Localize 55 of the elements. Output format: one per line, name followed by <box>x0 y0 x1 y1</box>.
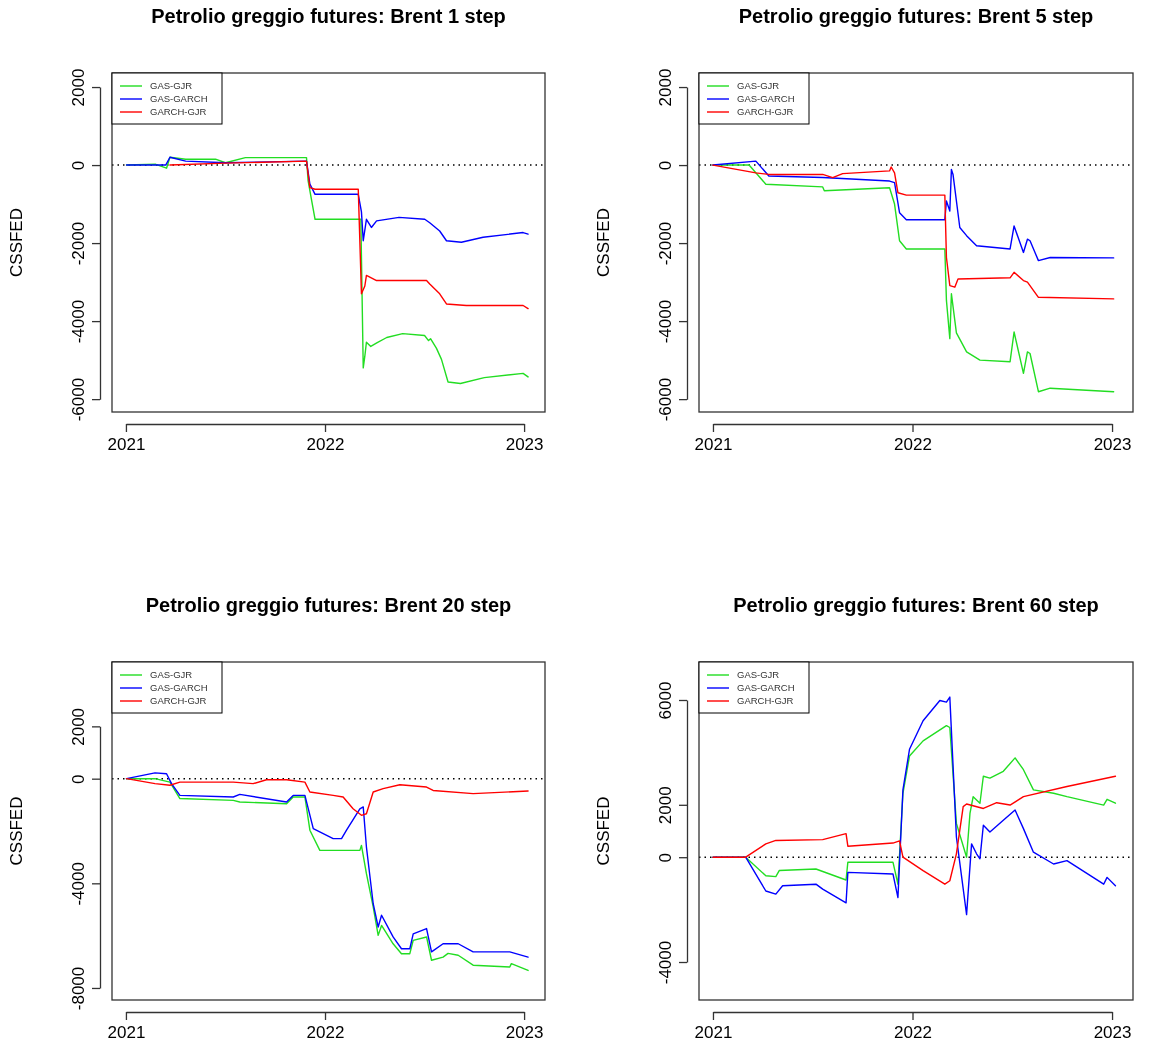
line-series <box>712 775 1117 885</box>
y-tick-label: 2000 <box>69 707 88 746</box>
x-tick-label: 2021 <box>107 1023 146 1043</box>
x-tick-label: 2022 <box>306 1023 345 1043</box>
legend-label: GAS-GJR <box>737 80 780 92</box>
legend-label: GAS-GARCH <box>150 682 208 694</box>
x-tick-label: 2022 <box>894 435 932 455</box>
x-tick-label: 2023 <box>1093 1023 1132 1043</box>
y-axis-title: CSSFED <box>7 796 26 866</box>
y-tick-label: -4000 <box>656 940 675 985</box>
y-tick-label: 2000 <box>656 68 675 107</box>
line-series <box>712 164 1115 300</box>
x-tick-label: 2022 <box>306 435 345 455</box>
x-tick-label: 2021 <box>694 435 733 455</box>
y-tick-label: -6000 <box>69 377 88 422</box>
y-tick-label: -8000 <box>69 966 88 1011</box>
y-tick-label: 0 <box>656 852 675 863</box>
y-axis-title: CSSFED <box>594 208 613 277</box>
y-tick-label: -4000 <box>656 299 675 344</box>
line-series <box>125 777 529 816</box>
x-tick-label: 2021 <box>107 435 146 455</box>
y-tick-label: 0 <box>69 774 88 784</box>
legend-label: GAS-GJR <box>150 669 193 681</box>
x-tick-label: 2023 <box>1093 435 1132 455</box>
legend-label: GAS-GARCH <box>150 93 208 105</box>
y-tick-label: 2000 <box>656 786 675 825</box>
legend-label: GARCH-GJR <box>150 106 207 118</box>
y-tick-label: -2000 <box>69 221 88 266</box>
y-tick-label: -4000 <box>69 862 88 906</box>
chart-title: Petrolio greggio futures: Brent 20 step <box>145 594 512 616</box>
legend-label: GARCH-GJR <box>737 695 794 707</box>
legend-label: GAS-GARCH <box>737 682 795 694</box>
line-series <box>712 160 1115 262</box>
line-series <box>169 160 529 310</box>
y-tick-label: 2000 <box>69 68 88 107</box>
legend-label: GAS-GARCH <box>737 93 795 105</box>
chart-title: Petrolio greggio futures: Brent 1 step <box>151 5 506 27</box>
x-tick-label: 2023 <box>505 1023 544 1043</box>
chart-title: Petrolio greggio futures: Brent 60 step <box>733 594 1099 616</box>
y-tick-label: 0 <box>656 160 675 171</box>
y-tick-label: 6000 <box>656 681 675 720</box>
y-tick-label: -6000 <box>656 377 675 422</box>
legend-label: GARCH-GJR <box>737 106 794 118</box>
y-tick-label: -4000 <box>69 299 88 344</box>
legend-label: GARCH-GJR <box>150 695 207 707</box>
chart-title: Petrolio greggio futures: Brent 5 step <box>738 5 1094 27</box>
x-tick-label: 2021 <box>694 1023 733 1043</box>
legend-label: GAS-GJR <box>150 80 193 92</box>
y-tick-label: -2000 <box>656 221 675 266</box>
x-tick-label: 2023 <box>505 435 544 455</box>
y-axis-title: CSSFED <box>594 796 613 866</box>
y-axis-title: CSSFED <box>7 208 26 277</box>
y-tick-label: 0 <box>69 160 88 171</box>
x-tick-label: 2022 <box>894 1023 932 1043</box>
legend-label: GAS-GJR <box>737 669 780 681</box>
